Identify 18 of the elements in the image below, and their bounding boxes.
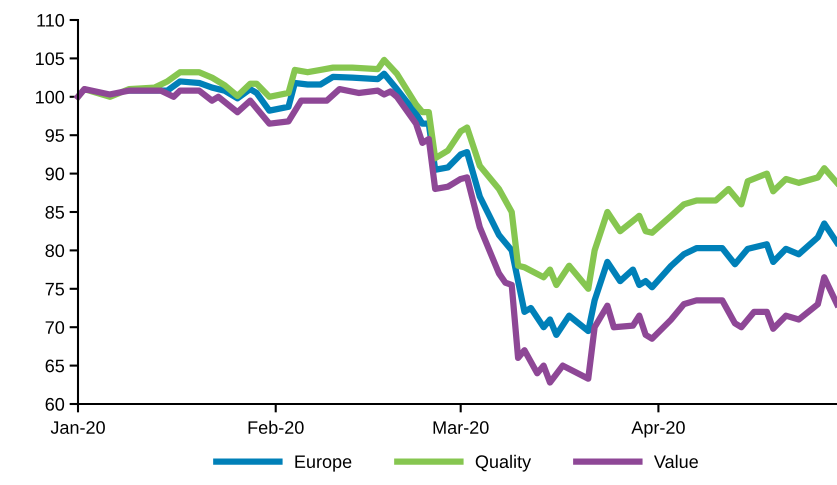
legend-label: Value (654, 454, 698, 468)
y-tick-label: 110 (37, 14, 64, 27)
y-tick-label: 80 (46, 244, 64, 258)
x-tick-label: Mar-20 (434, 421, 489, 434)
y-tick-label: 100 (36, 90, 64, 104)
legend-label: Quality (476, 454, 532, 472)
y-tick-label: 60 (46, 398, 64, 411)
legend-label: Europe (295, 455, 352, 472)
y-tick-label: 75 (46, 282, 64, 296)
x-tick-label: Jan-20 (50, 421, 105, 434)
x-tick-label: Apr-20 (631, 421, 685, 438)
y-tick-label: 70 (46, 321, 64, 334)
y-tick-label: 105 (36, 52, 64, 66)
x-tick-label: Feb-20 (248, 420, 304, 434)
y-tick-label: 90 (46, 168, 64, 180)
y-tick-label: 65 (46, 360, 64, 372)
y-tick-label: 95 (46, 129, 64, 142)
y-tick-label: 85 (46, 206, 64, 219)
